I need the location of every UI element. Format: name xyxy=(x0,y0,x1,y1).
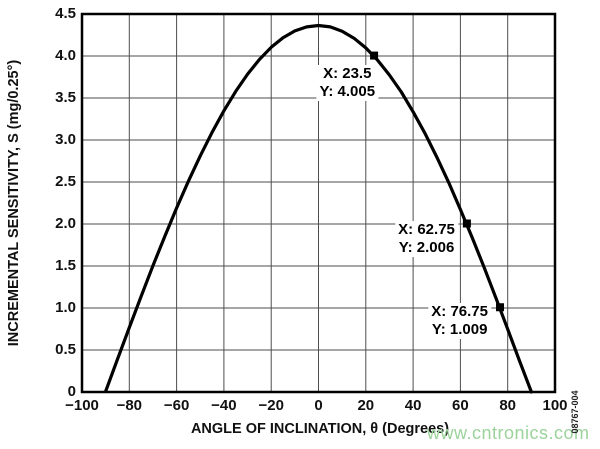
data-point-marker[interactable] xyxy=(462,219,471,228)
data-tip-line: Y: 4.005 xyxy=(319,82,376,100)
data-point-marker[interactable] xyxy=(496,303,505,312)
x-tick-label: 80 xyxy=(499,397,517,414)
y-tick-label: 1.5 xyxy=(55,257,76,274)
data-tip-line: X: 23.5 xyxy=(323,64,372,82)
data-tip: X: 62.75 Y: 2.006 xyxy=(395,221,458,258)
data-tip-line: Y: 1.009 xyxy=(431,321,488,339)
x-tick-label: 100 xyxy=(542,397,568,414)
y-tick-label: 0.5 xyxy=(55,341,76,358)
data-tip: X: 23.5 Y: 4.005 xyxy=(316,64,379,101)
x-tick-label: 40 xyxy=(404,397,422,414)
watermark: www.cntronics.com xyxy=(427,423,590,443)
y-tick-label: 4.5 xyxy=(55,5,76,22)
y-tick-label: 2.0 xyxy=(55,215,76,232)
x-tick-label: −80 xyxy=(116,397,143,414)
x-tick-label: −20 xyxy=(258,397,284,414)
x-tick-label: 0 xyxy=(314,397,323,414)
y-tick-label: 3.0 xyxy=(55,131,76,148)
y-axis-title: INCREMENTAL SENSITIVITY, S (mg/0.25°) xyxy=(6,59,22,347)
x-tick-label: 60 xyxy=(452,397,469,414)
plot-border xyxy=(80,12,557,394)
figure-number: 08767-004 xyxy=(570,390,580,434)
y-tick-label: 2.5 xyxy=(55,173,76,190)
data-tip-line: Y: 2.006 xyxy=(398,239,455,257)
x-axis-title: ANGLE OF INCLINATION, θ (Degrees) xyxy=(190,421,450,437)
x-tick-label: −40 xyxy=(211,397,237,414)
x-tick-label: −60 xyxy=(163,397,190,414)
y-tick-label: 4.0 xyxy=(55,47,76,64)
incremental-sensitivity-curve xyxy=(104,23,533,394)
x-tick-label: −100 xyxy=(65,397,99,414)
data-point-marker[interactable] xyxy=(370,51,379,60)
data-tip: X: 76.75 Y: 1.009 xyxy=(428,303,491,340)
y-tick-label: 1.0 xyxy=(55,299,76,316)
data-tip-line: X: 62.75 xyxy=(398,221,455,239)
y-tick-label: 3.5 xyxy=(55,89,76,106)
y-tick-label: 0 xyxy=(67,383,76,400)
x-tick-label: 20 xyxy=(357,397,375,414)
data-tip-line: X: 76.75 xyxy=(431,303,488,321)
